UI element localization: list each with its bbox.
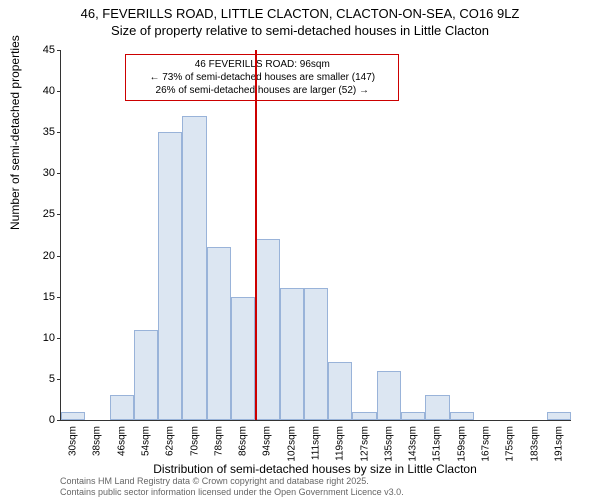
- y-tick-mark: [57, 297, 61, 298]
- y-tick-label: 15: [25, 291, 61, 303]
- x-tick-label: 119sqm: [335, 426, 346, 461]
- x-tick-label: 191sqm: [553, 426, 564, 462]
- y-tick-mark: [57, 256, 61, 257]
- y-tick-mark: [57, 91, 61, 92]
- histogram-bar: [280, 288, 304, 420]
- y-tick-mark: [57, 132, 61, 133]
- x-tick-label: 46sqm: [116, 426, 127, 456]
- histogram-bar: [231, 297, 255, 420]
- y-tick-label: 25: [25, 208, 61, 220]
- annotation-line2: ← 73% of semi-detached houses are smalle…: [132, 71, 392, 84]
- y-tick-label: 20: [25, 250, 61, 262]
- histogram-bar: [377, 371, 401, 420]
- attribution: Contains HM Land Registry data © Crown c…: [60, 476, 404, 498]
- x-tick-label: 159sqm: [456, 426, 467, 462]
- x-tick-label: 78sqm: [213, 426, 224, 456]
- x-tick-label: 175sqm: [505, 426, 516, 462]
- y-tick-mark: [57, 338, 61, 339]
- annotation-box: 46 FEVERILLS ROAD: 96sqm ← 73% of semi-d…: [125, 54, 399, 101]
- x-tick-label: 111sqm: [311, 426, 322, 460]
- x-tick-label: 86sqm: [238, 426, 249, 456]
- y-tick-label: 45: [25, 44, 61, 56]
- histogram-bar: [328, 362, 352, 420]
- annotation-line3: 26% of semi-detached houses are larger (…: [132, 84, 392, 97]
- x-tick-label: 135sqm: [383, 426, 394, 462]
- histogram-bar: [61, 412, 85, 420]
- y-tick-mark: [57, 420, 61, 421]
- histogram-bar: [425, 395, 449, 420]
- x-tick-label: 127sqm: [359, 426, 370, 462]
- histogram-bar: [134, 330, 158, 420]
- y-tick-mark: [57, 50, 61, 51]
- x-tick-label: 62sqm: [165, 426, 176, 456]
- histogram-bar: [401, 412, 425, 420]
- histogram-bar: [450, 412, 474, 420]
- y-tick-mark: [57, 379, 61, 380]
- x-tick-label: 70sqm: [189, 426, 200, 456]
- y-tick-label: 5: [25, 373, 61, 385]
- x-tick-label: 30sqm: [68, 426, 79, 456]
- histogram-bar: [547, 412, 571, 420]
- y-tick-label: 10: [25, 332, 61, 344]
- y-tick-label: 30: [25, 167, 61, 179]
- plot-area: 46 FEVERILLS ROAD: 96sqm ← 73% of semi-d…: [60, 50, 571, 421]
- x-axis-label: Distribution of semi-detached houses by …: [60, 462, 570, 476]
- histogram-bar: [207, 247, 231, 420]
- attribution-line2: Contains public sector information licen…: [60, 487, 404, 498]
- chart-title: 46, FEVERILLS ROAD, LITTLE CLACTON, CLAC…: [0, 0, 600, 40]
- x-tick-label: 167sqm: [481, 426, 492, 462]
- x-tick-label: 183sqm: [529, 426, 540, 462]
- title-line1: 46, FEVERILLS ROAD, LITTLE CLACTON, CLAC…: [0, 6, 600, 23]
- annotation-line1: 46 FEVERILLS ROAD: 96sqm: [132, 58, 392, 71]
- x-tick-label: 143sqm: [408, 426, 419, 462]
- histogram-bar: [158, 132, 182, 420]
- x-tick-label: 151sqm: [432, 426, 443, 462]
- y-tick-mark: [57, 173, 61, 174]
- y-tick-label: 40: [25, 85, 61, 97]
- x-tick-label: 94sqm: [262, 426, 273, 456]
- reference-line: [255, 50, 257, 420]
- y-axis-label: Number of semi-detached properties: [8, 35, 22, 230]
- y-tick-label: 0: [25, 414, 61, 426]
- histogram-bar: [110, 395, 134, 420]
- attribution-line1: Contains HM Land Registry data © Crown c…: [60, 476, 404, 487]
- chart-container: 46, FEVERILLS ROAD, LITTLE CLACTON, CLAC…: [0, 0, 600, 500]
- x-tick-label: 102sqm: [286, 426, 297, 462]
- title-line2: Size of property relative to semi-detach…: [0, 23, 600, 40]
- y-tick-label: 35: [25, 126, 61, 138]
- histogram-bar: [255, 239, 279, 420]
- histogram-bar: [182, 116, 206, 420]
- histogram-bar: [352, 412, 376, 420]
- x-tick-label: 54sqm: [141, 426, 152, 456]
- x-tick-label: 38sqm: [92, 426, 103, 456]
- y-tick-mark: [57, 214, 61, 215]
- histogram-bar: [304, 288, 328, 420]
